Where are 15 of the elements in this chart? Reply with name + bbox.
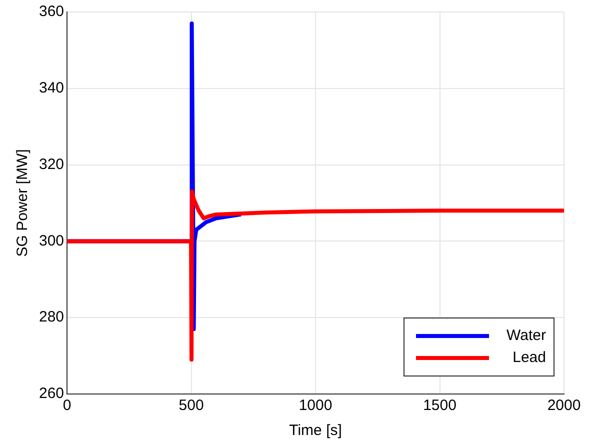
y-axis-title: SG Power [MW] xyxy=(14,149,32,257)
y-tick-label: 260 xyxy=(38,385,64,402)
x-tick-label: 1500 xyxy=(423,397,456,414)
x-axis-title: Time [s] xyxy=(289,422,342,440)
x-tick-label: 2000 xyxy=(547,397,581,414)
x-tick-label: 500 xyxy=(178,397,204,414)
legend-label: Lead xyxy=(512,349,546,366)
y-tick-label: 320 xyxy=(38,156,64,173)
legend-label: Water xyxy=(506,327,546,344)
y-tick-label: 340 xyxy=(38,80,64,97)
y-tick-label: 300 xyxy=(38,232,64,250)
y-tick-label: 360 xyxy=(38,3,64,20)
x-tick-label: 0 xyxy=(62,397,72,414)
y-tick-label: 280 xyxy=(38,308,64,326)
x-tick-label: 1000 xyxy=(298,397,332,414)
